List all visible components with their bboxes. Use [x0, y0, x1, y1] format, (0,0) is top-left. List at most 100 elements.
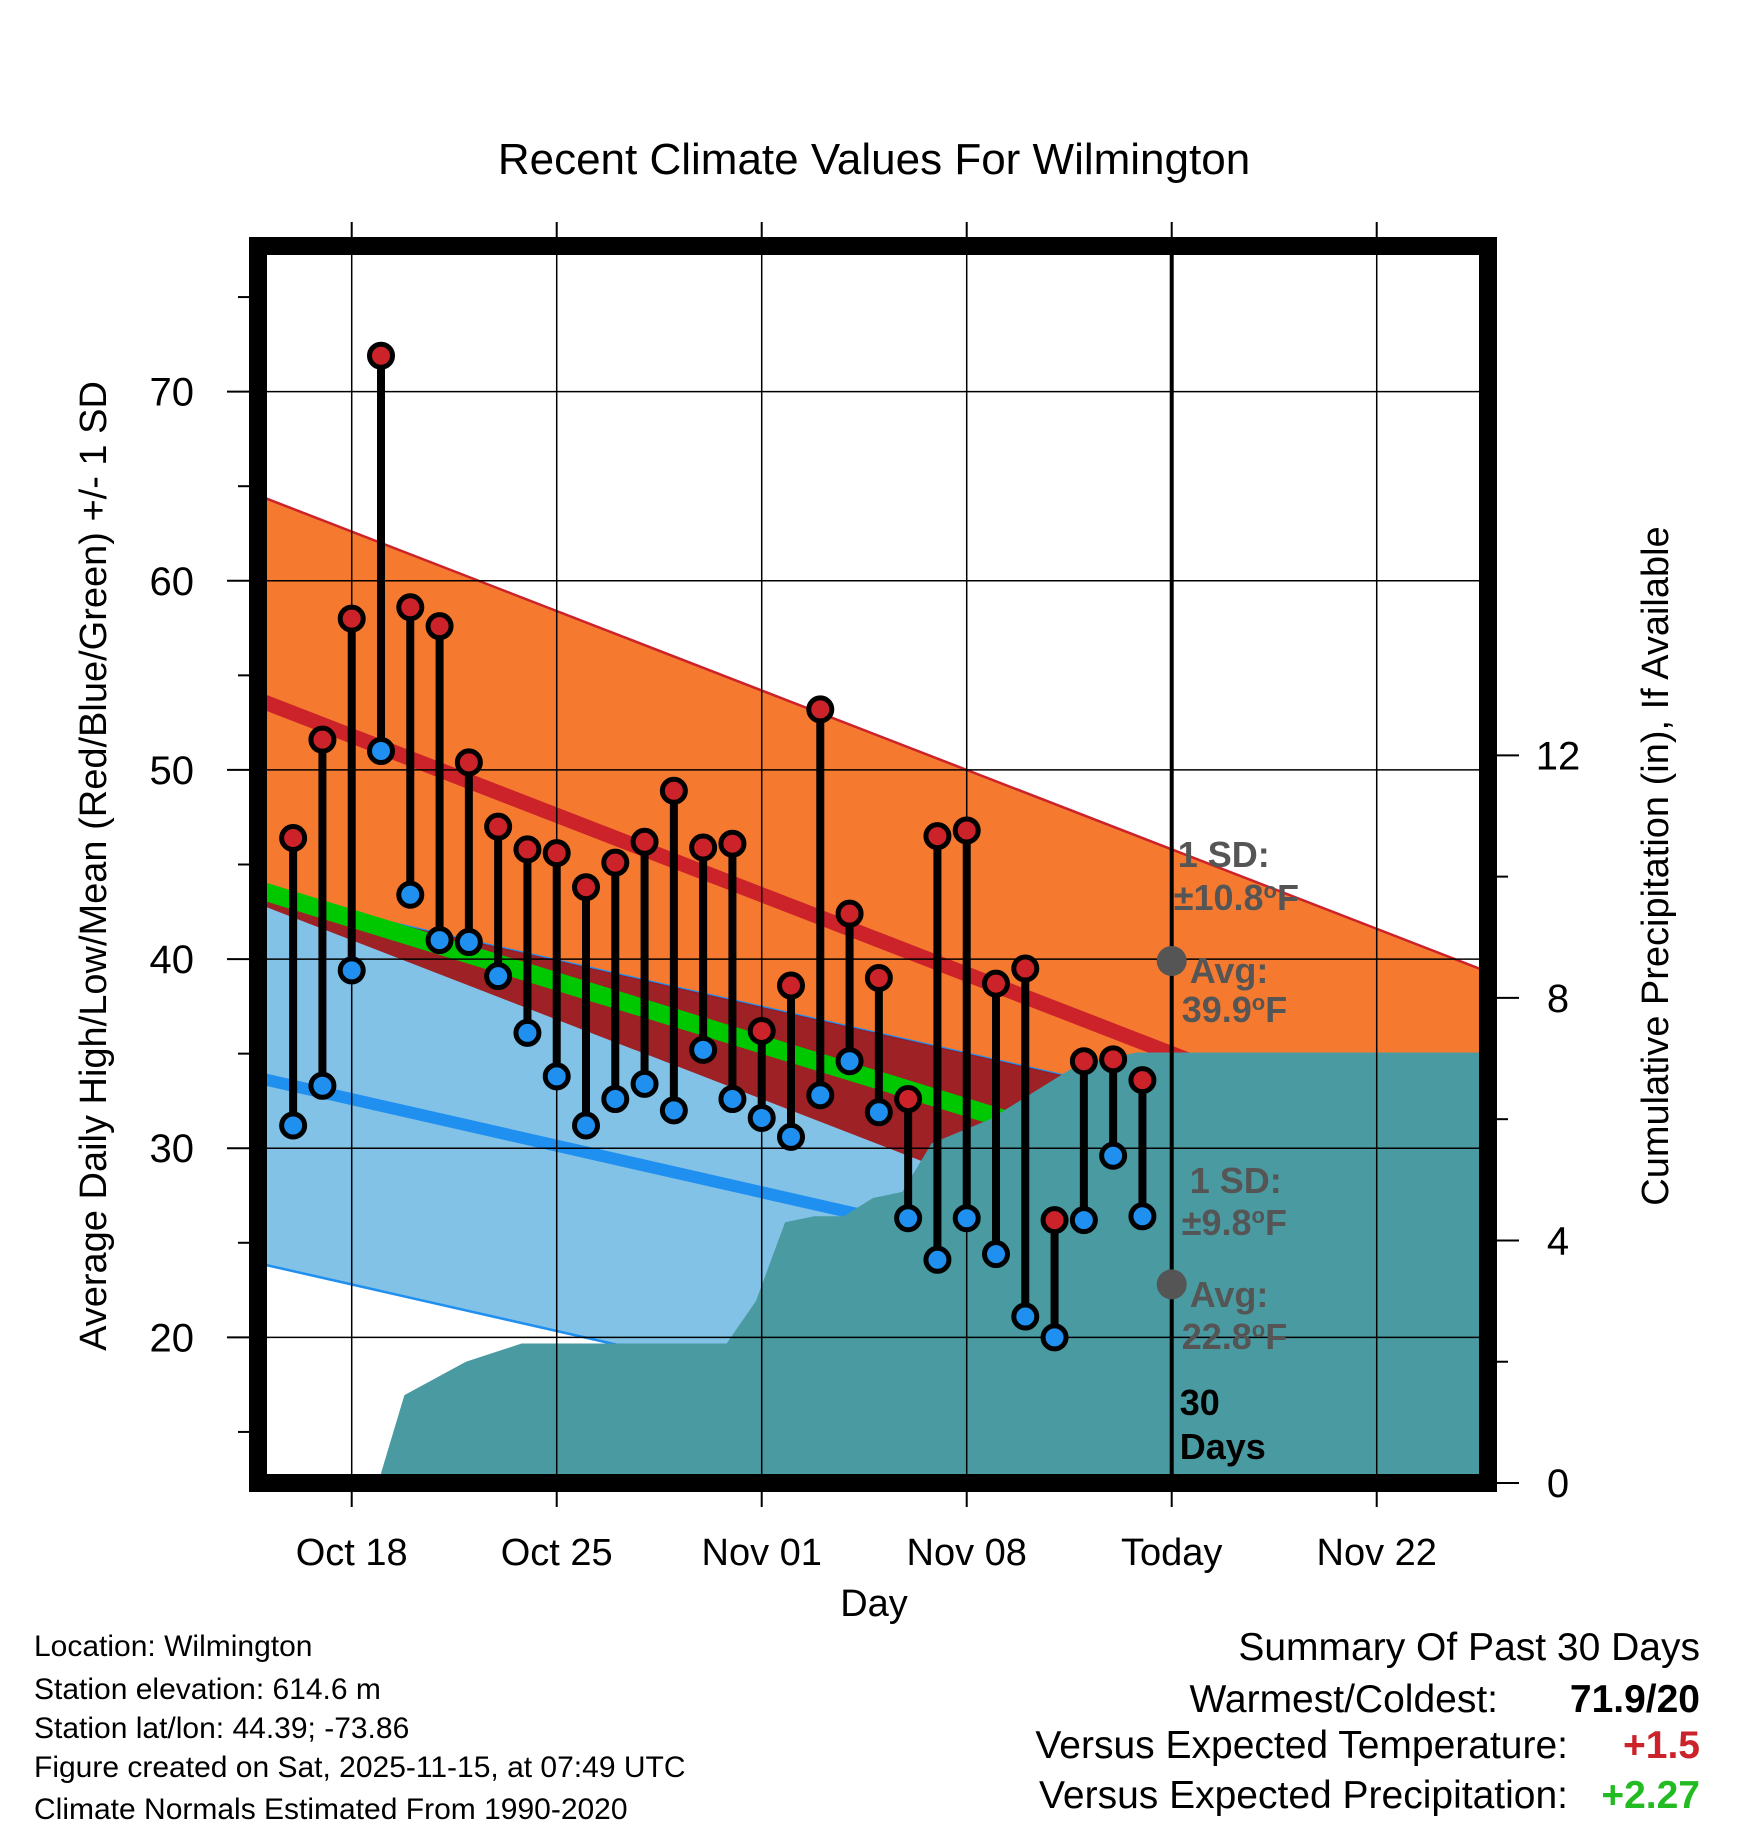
low-point [542, 1062, 571, 1091]
summary-title: Summary Of Past 30 Days [1238, 1626, 1700, 1669]
plot-frame [249, 237, 1497, 1492]
x-tick-label: Today [1121, 1532, 1222, 1574]
high-point [1099, 1045, 1128, 1074]
x-tick-label: Oct 25 [501, 1532, 613, 1574]
info-created: Figure created on Sat, 2025-11-15, at 07… [34, 1751, 686, 1784]
low-sd-label-part: 1 SD: [1190, 1160, 1282, 1201]
high-avg-label: Avg: [1190, 950, 1269, 991]
high-avg-value: 39.9oF [1182, 989, 1288, 1030]
summary-precip-value: +2.27 [1601, 1774, 1700, 1817]
high-sd-band-upper-edge [258, 494, 1488, 974]
window-days-number: 30 [1180, 1382, 1220, 1423]
low-point [1040, 1323, 1069, 1352]
low-point [601, 1085, 630, 1114]
y-tick-label: 70 [150, 371, 195, 415]
low-avg-label-part: Avg: [1190, 1274, 1269, 1315]
high-point [630, 827, 659, 856]
info-normals: Climate Normals Estimated From 1990-2020 [34, 1793, 628, 1826]
low-avg-value-part: o [1252, 1317, 1265, 1342]
summary-warmest-label: Warmest/Coldest: [1189, 1678, 1498, 1721]
low-avg-value-part: 22.8 [1182, 1316, 1252, 1357]
info-latlon: Station lat/lon: 44.39; -73.86 [34, 1712, 410, 1745]
low-point [689, 1035, 718, 1064]
low-point [484, 962, 513, 991]
low-sd-label: 1 SD: [1190, 1160, 1282, 1201]
y2-tick-label: 12 [1536, 734, 1581, 778]
high-point [1128, 1066, 1157, 1095]
high-point [484, 812, 513, 841]
y-axis-title-left: Average Daily High/Low/Mean (Red/Blue/Gr… [73, 381, 115, 1351]
high-point [337, 604, 366, 633]
high-point [279, 824, 308, 853]
plot-area: Oct 18 Oct 25 Nov 01 Nov 08 Today Nov 22 20 30 4… [150, 222, 1581, 1574]
low-point [835, 1047, 864, 1076]
high-point [894, 1085, 923, 1114]
high-point [425, 612, 454, 641]
high-point [864, 963, 893, 992]
low-point [454, 928, 483, 957]
high-point [747, 1016, 776, 1045]
y2-tick-label: 0 [1547, 1462, 1569, 1506]
low-point [982, 1240, 1010, 1269]
low-point [308, 1071, 337, 1100]
low-point [747, 1103, 776, 1132]
low-point [367, 737, 395, 766]
high-point [806, 695, 835, 724]
summary-temp-value: +1.5 [1623, 1724, 1700, 1767]
y-tick-label: 20 [150, 1316, 195, 1360]
low-point [1069, 1206, 1098, 1235]
high-avg-value-part: o [1252, 990, 1265, 1015]
low-sd-value: ±9.8oF [1182, 1202, 1287, 1243]
high-point [308, 725, 337, 754]
low-point [1128, 1202, 1157, 1231]
low-point [952, 1204, 981, 1233]
high-point [718, 829, 747, 858]
y2-tick-label: 4 [1547, 1219, 1569, 1263]
high-point [777, 971, 805, 1000]
high-point [982, 969, 1010, 998]
y-tick-label: 30 [150, 1127, 195, 1171]
low-avg-value-part: F [1265, 1316, 1287, 1357]
low-point [894, 1204, 923, 1233]
low-point [806, 1081, 835, 1110]
high-point [601, 848, 630, 877]
high-point [572, 873, 600, 902]
low-avg-value: 22.8oF [1182, 1316, 1288, 1357]
low-point [396, 880, 425, 909]
y-tick-label: 60 [150, 560, 195, 604]
low-point [279, 1111, 308, 1140]
low-point [337, 956, 366, 985]
high-avg-label-part: Avg: [1190, 950, 1269, 991]
x-tick-label: Nov 22 [1317, 1532, 1437, 1574]
window-days-unit: Days [1180, 1426, 1266, 1467]
high-sd-label: 1 SD: [1178, 834, 1270, 875]
chart-title: Recent Climate Values For Wilmington [498, 135, 1250, 184]
high-point [367, 341, 395, 370]
high-avg-value-part: 39.9 [1182, 989, 1252, 1030]
low-point [425, 926, 454, 955]
high-sd-value-part: o [1264, 878, 1277, 903]
summary-temp-label: Versus Expected Temperature: [1035, 1724, 1568, 1767]
x-tick-label: Oct 18 [296, 1532, 408, 1574]
high-sd-value-part: F [1277, 877, 1299, 918]
low-sd-value-part: ±9.8 [1182, 1202, 1252, 1243]
low-sd-value-part: F [1265, 1202, 1287, 1243]
x-tick-label: Nov 08 [907, 1532, 1027, 1574]
x-axis-title: Day [840, 1583, 908, 1625]
info-elevation: Station elevation: 614.6 m [34, 1673, 381, 1706]
low-point [630, 1069, 659, 1098]
low-point [572, 1111, 600, 1140]
high-point [542, 839, 571, 868]
high-point [513, 835, 542, 864]
low-sd-value-part: o [1252, 1203, 1265, 1228]
high-point [1069, 1047, 1098, 1076]
high-point [396, 593, 425, 622]
today-low-avg-point [1156, 1269, 1187, 1300]
low-point [1099, 1141, 1128, 1170]
info-location: Location: Wilmington [34, 1630, 313, 1663]
low-point [777, 1122, 805, 1151]
low-point [513, 1018, 542, 1047]
low-point [864, 1098, 893, 1127]
low-point [1011, 1302, 1040, 1331]
high-point [835, 899, 864, 928]
